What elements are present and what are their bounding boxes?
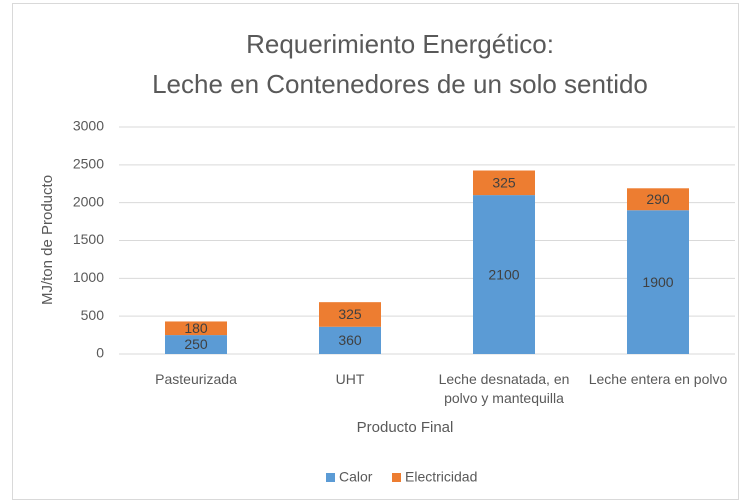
bar-segment [319, 326, 381, 354]
y-tick-label: 500 [81, 307, 105, 323]
x-axis-title: Producto Final [357, 419, 454, 436]
data-label: 325 [338, 306, 362, 322]
x-tick-label: Pasteurizada [155, 371, 237, 387]
bar-segment [473, 195, 535, 354]
data-label: 1900 [642, 274, 673, 290]
data-label: 180 [184, 320, 208, 336]
x-tick-label: Leche entera en polvo [588, 371, 728, 387]
legend-swatch [392, 473, 401, 482]
x-tick-label: Leche desnatada, en polvo y mantequilla [438, 371, 570, 406]
y-tick-label: 3000 [73, 118, 104, 134]
y-tick-label: 2000 [73, 193, 104, 209]
bar-segment [165, 335, 227, 354]
legend-label: Calor [339, 469, 373, 485]
bar-segment [319, 302, 381, 327]
data-label: 360 [338, 332, 362, 348]
bar-segment [473, 170, 535, 196]
x-tick-label: UHT [335, 371, 365, 387]
y-tick-label: 2500 [73, 156, 104, 172]
legend-label: Electricidad [405, 469, 477, 485]
bar-segment [627, 188, 689, 211]
legend-swatch [326, 473, 335, 482]
y-tick-label: 0 [96, 345, 104, 361]
chart-title: Leche en Contenedores de un solo sentido [152, 69, 648, 99]
data-label: 2100 [488, 266, 519, 282]
chart-border [12, 3, 739, 500]
data-label: 290 [646, 191, 670, 207]
y-tick-label: 1500 [73, 231, 104, 247]
bar-segment [627, 210, 689, 354]
data-label: 250 [184, 336, 208, 352]
data-label: 325 [492, 175, 516, 191]
y-axis-title: MJ/ton de Producto [39, 175, 56, 305]
bar-segment [165, 321, 227, 336]
y-tick-label: 1000 [73, 269, 104, 285]
chart-title: Requerimiento Energético: [246, 29, 554, 59]
